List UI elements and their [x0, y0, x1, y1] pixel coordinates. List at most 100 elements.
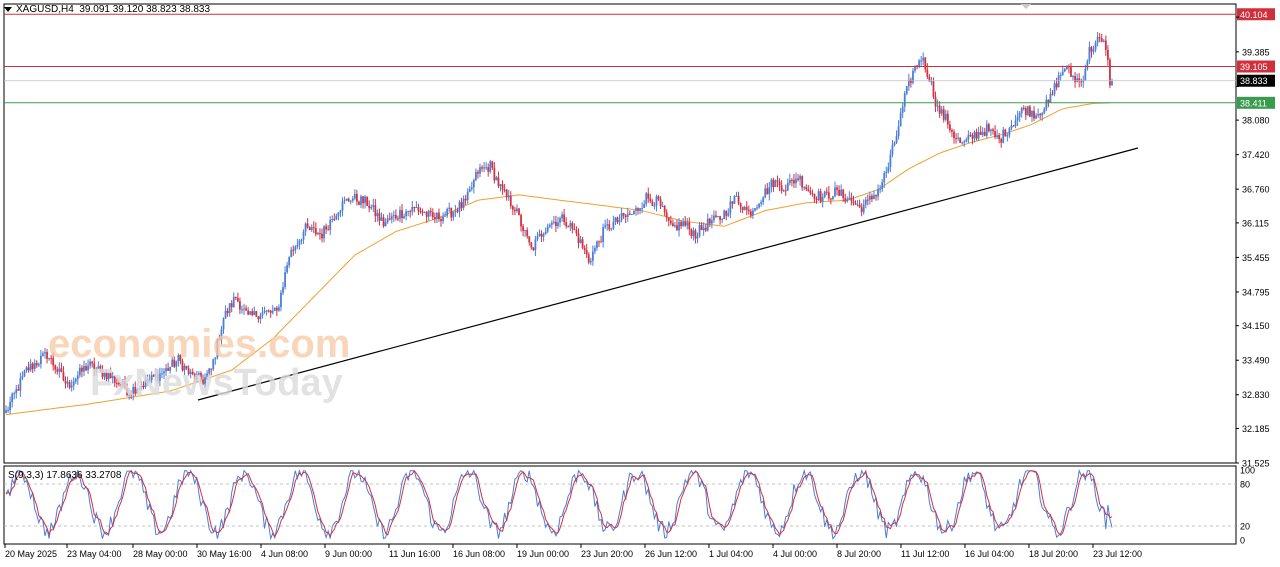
candle-body	[745, 206, 748, 210]
candle-body	[1100, 38, 1103, 42]
candle-body	[417, 207, 420, 212]
candle-body	[786, 183, 789, 191]
candle-body	[516, 208, 518, 212]
oscillator-border	[3, 465, 1237, 545]
candle-body	[269, 310, 272, 313]
candle-body	[737, 195, 740, 203]
candle-body	[1010, 125, 1013, 129]
candle-body	[292, 249, 295, 251]
candle-body	[657, 196, 660, 200]
candle-body	[230, 303, 233, 307]
candle-body	[200, 373, 202, 380]
dropdown-triangle-icon[interactable]	[4, 6, 12, 12]
candle-body	[934, 96, 937, 107]
candle-body	[130, 393, 133, 395]
candle-body	[103, 372, 106, 377]
candle-body	[220, 329, 223, 341]
symbol-header[interactable]: XAGUSD,H4 39.091 39.120 38.823 38.833	[4, 4, 210, 15]
candle-body	[423, 212, 426, 214]
candle-body	[286, 265, 289, 273]
candle-body	[1035, 115, 1037, 119]
candle-body	[78, 367, 81, 376]
candle-body	[766, 188, 769, 195]
candle-body	[678, 222, 680, 231]
candle-body	[930, 81, 933, 83]
candle-body	[628, 213, 631, 215]
candle-body	[692, 230, 695, 237]
candle-body	[536, 236, 539, 240]
candle-body	[895, 136, 898, 143]
candle-body	[717, 216, 719, 218]
candle-body	[637, 208, 639, 211]
candle-body	[1102, 40, 1105, 42]
candle-body	[768, 187, 771, 195]
candle-body	[883, 173, 886, 183]
price-tick-label: 34.795	[1242, 287, 1270, 297]
candle-body	[466, 191, 469, 201]
candle-body	[518, 208, 520, 216]
candle-body	[873, 195, 875, 200]
candle-body	[942, 109, 945, 120]
candle-body	[15, 389, 18, 394]
candle-body	[723, 210, 726, 220]
candle-body	[74, 378, 77, 382]
candle-body	[505, 189, 508, 198]
candle-body	[91, 361, 94, 364]
shift-marker-icon	[1021, 4, 1031, 9]
candle-body	[747, 209, 750, 212]
candle-body	[1094, 42, 1097, 50]
candle-body	[319, 233, 321, 235]
candle-body	[918, 60, 921, 67]
candle-body	[840, 189, 843, 196]
time-tick-label: 8 Jul 20:00	[837, 549, 881, 559]
candle-body	[364, 196, 366, 204]
candle-body	[214, 357, 217, 360]
candle-body	[1018, 113, 1021, 117]
candle-body	[216, 339, 219, 358]
candle-body	[1076, 78, 1079, 83]
time-tick-label: 16 Jul 04:00	[965, 549, 1014, 559]
candle-body	[310, 227, 313, 231]
candle-body	[337, 212, 340, 216]
candle-body	[298, 240, 301, 245]
candle-body	[507, 195, 510, 198]
candle-body	[575, 229, 578, 234]
candle-body	[267, 310, 270, 312]
candle-body	[823, 191, 826, 198]
candle-body	[907, 79, 910, 87]
candle-body	[380, 217, 383, 221]
candle-body	[524, 230, 527, 232]
candle-body	[360, 196, 362, 205]
candle-body	[998, 135, 1001, 140]
candle-body	[1029, 106, 1031, 117]
candle-body	[710, 220, 713, 224]
candle-body	[23, 370, 26, 377]
candle-body	[13, 393, 16, 395]
candle-body	[821, 197, 824, 202]
candle-body	[275, 307, 278, 311]
candle-body	[961, 142, 964, 144]
candle-body	[37, 364, 40, 366]
candle-body	[181, 361, 184, 371]
candle-body	[202, 379, 204, 385]
candle-body	[819, 191, 822, 202]
candle-body	[392, 215, 395, 217]
candle-body	[107, 373, 110, 380]
candle-body	[499, 184, 502, 187]
candle-body	[596, 241, 598, 248]
candle-body	[474, 172, 477, 180]
candle-body	[860, 207, 863, 213]
candle-body	[548, 224, 551, 227]
candle-body	[50, 357, 53, 359]
candle-body	[1088, 47, 1091, 62]
candle-body	[661, 206, 664, 208]
oscillator-tick-label: 0	[1240, 536, 1245, 546]
candle-body	[544, 231, 547, 235]
candle-body	[1078, 78, 1081, 82]
candle-body	[1002, 129, 1005, 143]
candle-body	[17, 389, 20, 391]
candle-body	[27, 367, 30, 371]
candle-body	[971, 135, 974, 139]
time-tick-label: 26 Jun 12:00	[645, 549, 697, 559]
candle-body	[735, 195, 738, 197]
